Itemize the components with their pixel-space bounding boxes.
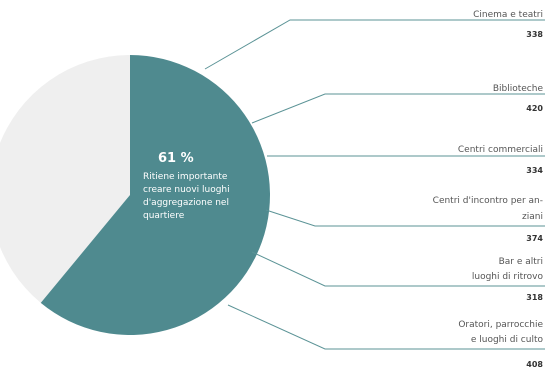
category-label-oratori: Oratori, parrocchie [458,320,543,330]
category-label-centri-incontro-line2: ziani [522,212,543,222]
category-label-cinema: Cinema e teatri [473,10,543,20]
category-label-bar: Bar e altri [499,257,543,267]
leader-line-oratori [227,304,545,350]
category-label-centri-commerciali: Centri commerciali [458,145,543,155]
category-value-biblioteche: 420 [526,104,543,113]
category-value-centri-commerciali: 334 [526,166,543,175]
description-line: d'aggregazione nel [143,198,229,208]
pie-slice-rest [0,55,130,303]
category-value-centri-incontro: 374 [526,234,543,243]
leader-line-cinema [204,19,545,70]
description-line: Ritiene importante [143,172,228,182]
leader-line-bar [251,251,545,287]
leader-line-centri-incontro [265,209,545,227]
category-label-oratori-line2: e luoghi di culto [471,335,544,345]
description-line: quartiere [143,211,185,221]
pie-slice-61-percent [40,55,271,335]
category-label-biblioteche: Biblioteche [493,84,544,94]
category-label-centri-incontro: Centri d'incontro per an- [433,196,543,206]
category-value-cinema: 338 [526,30,543,39]
category-value-oratori: 408 [526,360,543,369]
category-label-bar-line2: luoghi di ritrovo [472,272,544,282]
percent-label: 61 % [158,151,194,166]
leader-line-biblioteche [251,93,545,124]
description-line: creare nuovi luoghi [143,185,230,195]
category-value-bar: 318 [526,293,543,302]
